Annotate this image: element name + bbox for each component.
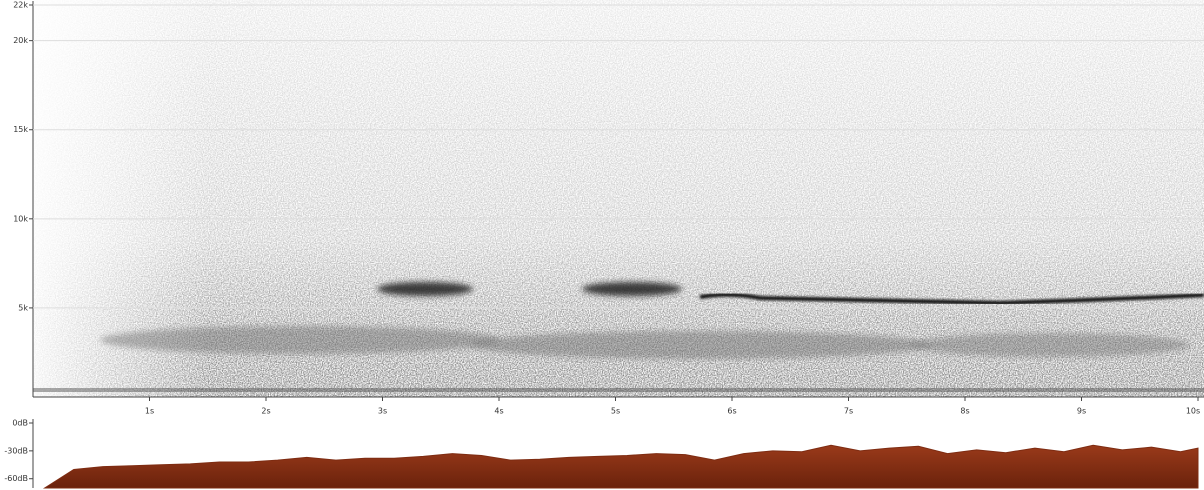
x-tick-label: 4s <box>494 407 503 416</box>
x-tick-label: 1s <box>145 407 154 416</box>
y-tick-label: 20k <box>13 36 28 45</box>
x-tick-label: 8s <box>960 407 969 416</box>
y-tick-label: 15k <box>13 125 28 134</box>
spectrogram-image <box>33 0 1204 397</box>
x-tick-label: 7s <box>844 407 853 416</box>
y-tick-label: 0dB <box>12 419 28 428</box>
x-tick-label: 10s <box>1186 407 1200 416</box>
y-tick-label: -60dB <box>4 474 28 483</box>
x-tick-label: 3s <box>378 407 387 416</box>
x-tick-label: 5s <box>611 407 620 416</box>
x-tick-label: 2s <box>261 407 270 416</box>
y-tick-label: 10k <box>13 214 28 223</box>
x-tick-label: 6s <box>727 407 736 416</box>
level-area <box>42 444 1199 489</box>
y-tick-label: 22k <box>13 1 28 10</box>
y-tick-label: 5k <box>18 303 28 312</box>
y-tick-label: -30dB <box>4 446 28 455</box>
x-tick-label: 9s <box>1077 407 1086 416</box>
